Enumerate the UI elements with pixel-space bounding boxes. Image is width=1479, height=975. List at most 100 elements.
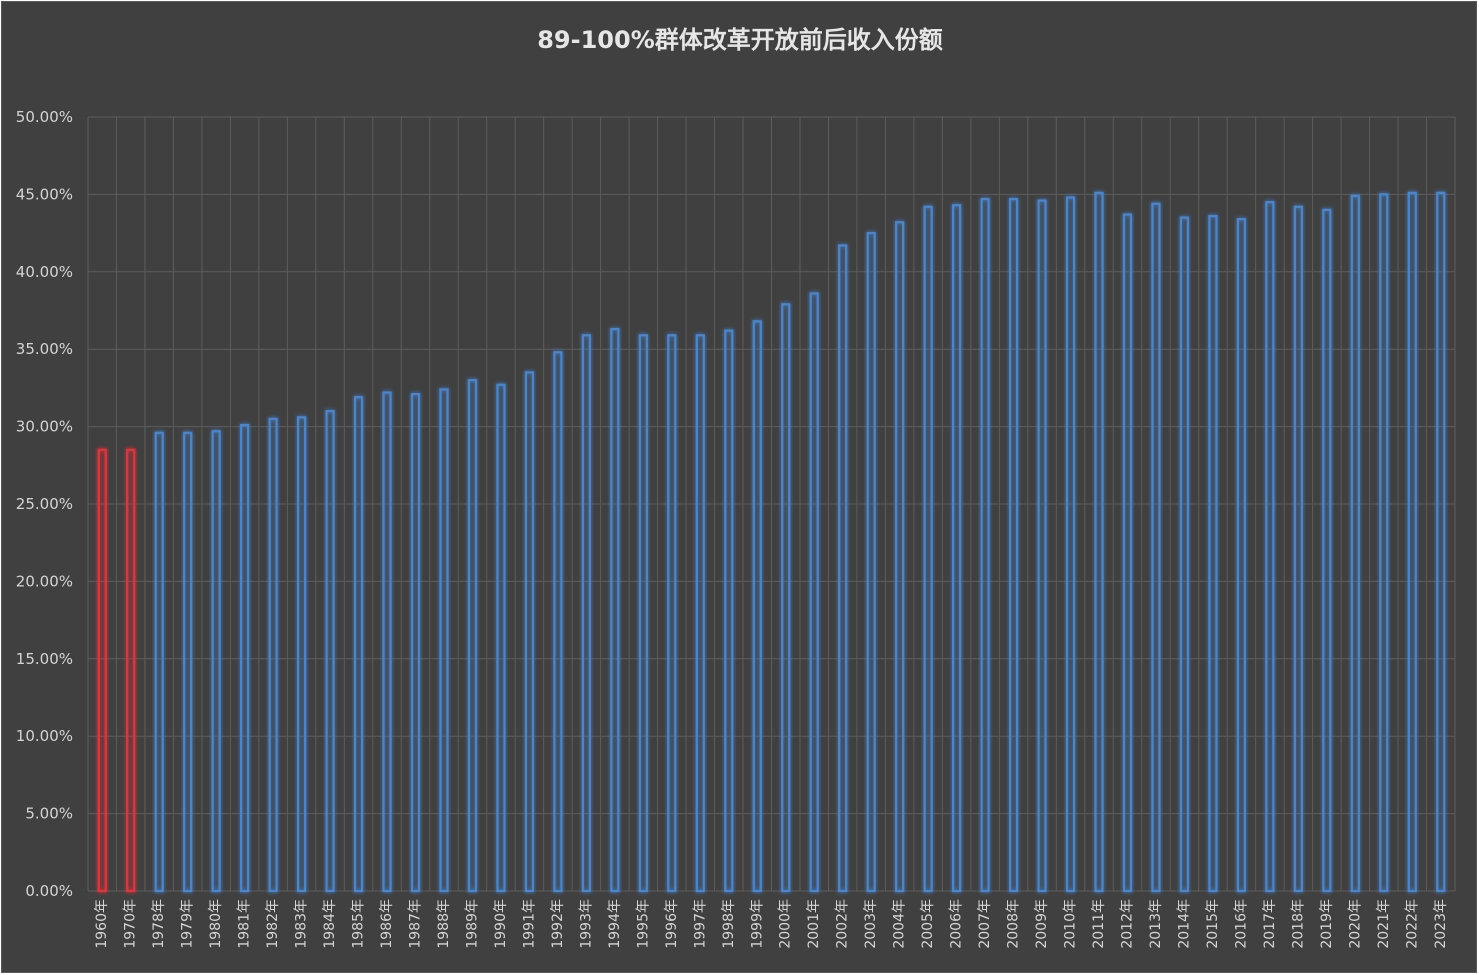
y-tick-label: 10.00% — [16, 727, 73, 745]
x-tick-label: 2005年 — [920, 899, 936, 949]
bar-2015 — [1208, 214, 1218, 893]
x-tick-label: 1991年 — [521, 899, 537, 949]
bar-1992 — [553, 351, 563, 893]
x-tick-label: 2007年 — [977, 899, 993, 949]
y-tick-label: 45.00% — [16, 185, 73, 203]
bar-1994 — [610, 327, 620, 893]
bar-2012 — [1122, 213, 1133, 893]
x-tick-label: 2003年 — [863, 899, 879, 949]
bar-1979 — [183, 431, 193, 893]
y-tick-label: 20.00% — [16, 572, 73, 590]
x-tick-label: 1985年 — [351, 899, 367, 949]
bar-1981 — [240, 423, 250, 893]
bar-1996 — [667, 334, 677, 893]
bar-1999 — [752, 320, 762, 893]
bar-2020 — [1350, 194, 1360, 893]
bar-2008 — [1008, 197, 1019, 893]
x-tick-label: 1998年 — [721, 899, 737, 949]
x-tick-label: 2002年 — [835, 899, 851, 949]
x-axis: 1960年 1970年 1978年 1979年 1980年 1981年 1982年 1983年… — [94, 899, 1449, 949]
bar-1970 — [126, 448, 136, 893]
x-tick-label: 1989年 — [464, 899, 480, 949]
x-tick-label: 2012年 — [1119, 899, 1135, 949]
x-tick-label: 1978年 — [151, 899, 167, 949]
bar-2009 — [1037, 199, 1047, 893]
x-tick-label: 1981年 — [237, 899, 253, 949]
y-tick-label: 5.00% — [25, 805, 73, 823]
x-tick-label: 2021年 — [1376, 899, 1392, 949]
bar-1997 — [695, 334, 705, 893]
y-tick-label: 25.00% — [16, 495, 73, 513]
bar-1983 — [296, 416, 307, 893]
x-tick-label: 1996年 — [664, 899, 680, 949]
bar-1980 — [211, 430, 221, 893]
bar-2006 — [952, 204, 962, 893]
x-tick-label: 1988年 — [436, 899, 452, 949]
bar-2002 — [838, 244, 848, 893]
bar-1993 — [581, 334, 591, 893]
x-tick-label: 2016年 — [1233, 899, 1249, 949]
y-tick-label: 50.00% — [16, 108, 73, 126]
x-tick-label: 2006年 — [949, 899, 965, 949]
y-tick-label: 40.00% — [16, 263, 73, 281]
x-tick-label: 2008年 — [1006, 899, 1022, 949]
x-tick-label: 2009年 — [1034, 899, 1050, 949]
bar-1978 — [154, 431, 164, 893]
x-tick-label: 1993年 — [578, 899, 594, 949]
x-tick-label: 1987年 — [408, 899, 424, 949]
x-tick-label: 1992年 — [550, 899, 566, 949]
bar-1982 — [268, 417, 278, 893]
bars — [97, 191, 1446, 893]
bar-2023 — [1436, 191, 1446, 893]
bar-1988 — [439, 388, 449, 893]
x-tick-label: 1990年 — [493, 899, 509, 949]
x-tick-label: 2022年 — [1404, 899, 1420, 949]
bar-1960 — [97, 448, 107, 893]
bar-2021 — [1379, 193, 1389, 893]
x-tick-label: 1982年 — [265, 899, 281, 949]
bar-2000 — [781, 303, 791, 893]
x-tick-label: 2000年 — [778, 899, 794, 949]
y-tick-label: 0.00% — [25, 882, 73, 900]
x-tick-label: 1979年 — [180, 899, 196, 949]
bar-1984 — [325, 410, 335, 893]
bar-2018 — [1293, 205, 1303, 893]
bar-2017 — [1265, 201, 1275, 893]
x-tick-label: 2011年 — [1091, 899, 1107, 949]
x-tick-label: 1995年 — [635, 899, 651, 949]
y-tick-label: 15.00% — [16, 650, 73, 668]
x-tick-label: 1994年 — [607, 899, 623, 949]
bar-1991 — [524, 371, 535, 893]
bar-2007 — [980, 197, 990, 893]
x-tick-label: 2023年 — [1433, 899, 1449, 949]
x-tick-label: 2017年 — [1262, 899, 1278, 949]
bar-1998 — [724, 329, 734, 893]
x-tick-label: 2004年 — [892, 899, 908, 949]
chart-title: 89-100%群体改革开放前后收入份额 — [537, 26, 943, 54]
grid-lines — [87, 116, 1456, 892]
x-tick-label: 1980年 — [208, 899, 224, 949]
bar-2019 — [1322, 208, 1332, 893]
bar-2010 — [1065, 196, 1076, 893]
bar-1995 — [638, 334, 648, 893]
bar-1985 — [353, 396, 364, 893]
bar-2016 — [1236, 218, 1247, 893]
x-tick-label: 2018年 — [1290, 899, 1306, 949]
y-tick-label: 30.00% — [16, 418, 73, 436]
bar-2011 — [1094, 191, 1104, 893]
y-axis: 0.00% 5.00% 10.00% 15.00% 20.00% 25.00% 30.00%… — [16, 108, 73, 900]
x-tick-label: 1983年 — [294, 899, 310, 949]
bar-2003 — [866, 232, 876, 893]
bar-1986 — [382, 391, 392, 893]
bar-1990 — [496, 383, 506, 893]
x-tick-label: 1986年 — [379, 899, 395, 949]
x-tick-label: 1984年 — [322, 899, 338, 949]
x-tick-label: 2020年 — [1347, 899, 1363, 949]
x-tick-label: 1999年 — [749, 899, 765, 949]
bar-2004 — [895, 221, 905, 893]
x-tick-label: 1970年 — [123, 899, 139, 949]
x-tick-label: 2001年 — [806, 899, 822, 949]
x-tick-label: 2015年 — [1205, 899, 1221, 949]
bar-2022 — [1407, 191, 1417, 893]
